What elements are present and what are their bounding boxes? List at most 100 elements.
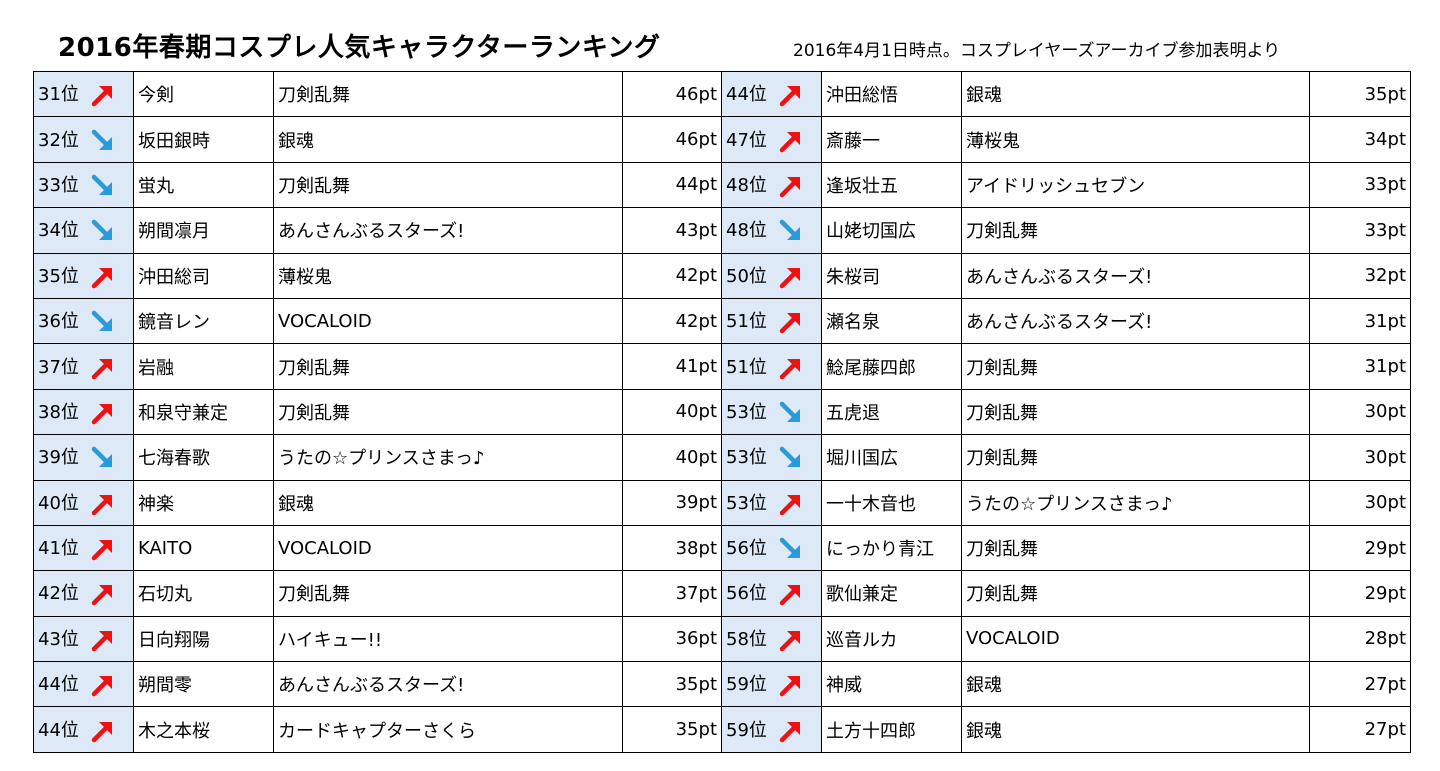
rank-cell: 47位 bbox=[721, 116, 822, 163]
points-value: 43pt bbox=[622, 207, 722, 254]
rank-cell: 34位 bbox=[33, 207, 134, 254]
character-name: 堀川国広 bbox=[821, 434, 962, 481]
arrow-up-right-icon bbox=[779, 176, 800, 198]
series-name: 刀剣乱舞 bbox=[961, 207, 1310, 254]
arrow-up-right-icon bbox=[91, 267, 112, 288]
points-value: 39pt bbox=[622, 479, 722, 526]
points-value: 40pt bbox=[622, 388, 722, 436]
points-value: 37pt bbox=[622, 570, 722, 617]
page-title: 2016年春期コスプレ人気キャラクターランキング bbox=[58, 33, 661, 63]
arrow-up-right-icon bbox=[91, 630, 112, 652]
rank-label: 43位 bbox=[38, 628, 79, 650]
table-row: 39位 七海春歌 うたの☆プリンスさまっ♪ 40pt 53位 堀川国広 刀剣乱舞 30pt bbox=[33, 434, 1411, 481]
character-name: 朱桜司 bbox=[821, 252, 962, 299]
rank-label: 53位 bbox=[726, 447, 767, 469]
arrow-down-right-icon bbox=[779, 537, 800, 559]
points-value: 29pt bbox=[1309, 524, 1411, 572]
rank-cell: 53位 bbox=[721, 434, 822, 481]
character-name: にっかり青江 bbox=[821, 524, 962, 572]
rank-label: 59位 bbox=[726, 719, 767, 741]
arrow-down-right-icon bbox=[91, 447, 112, 468]
rank-cell: 59位 bbox=[721, 706, 822, 753]
arrow-up-right-icon bbox=[91, 585, 112, 606]
points-value: 34pt bbox=[1309, 116, 1411, 163]
arrow-up-right-icon bbox=[91, 494, 112, 515]
character-name: 神楽 bbox=[133, 479, 274, 526]
arrow-up-right-icon bbox=[779, 630, 800, 652]
points-value: 35pt bbox=[1309, 70, 1411, 118]
series-name: 刀剣乱舞 bbox=[273, 570, 623, 617]
series-name: あんさんぶるスターズ! bbox=[273, 207, 623, 254]
series-name: アイドリッシュセブン bbox=[961, 161, 1310, 209]
series-name: 銀魂 bbox=[961, 70, 1310, 118]
character-name: 朔間凛月 bbox=[133, 207, 274, 254]
points-value: 31pt bbox=[1309, 343, 1411, 390]
rank-label: 56位 bbox=[726, 538, 767, 560]
series-name: 薄桜鬼 bbox=[961, 116, 1310, 163]
character-name: 沖田総司 bbox=[133, 252, 274, 299]
character-name: 巡音ルカ bbox=[821, 615, 962, 663]
series-name: 銀魂 bbox=[961, 706, 1310, 753]
rank-label: 38位 bbox=[38, 401, 79, 423]
series-name: 刀剣乱舞 bbox=[961, 570, 1310, 617]
rank-cell: 35位 bbox=[33, 252, 134, 299]
page-subtitle: 2016年4月1日時点。コスプレイヤーズアーカイブ参加表明より bbox=[793, 41, 1281, 61]
ranking-table: 31位 今剣 刀剣乱舞 46pt 44位 沖田総悟 銀魂 35pt 32位 坂田銀時 銀魂 46pt 4… bbox=[33, 70, 1411, 753]
character-name: 沖田総悟 bbox=[821, 70, 962, 118]
character-name: 石切丸 bbox=[133, 570, 274, 617]
rank-cell: 56位 bbox=[721, 570, 822, 617]
rank-label: 42位 bbox=[38, 583, 79, 605]
rank-cell: 56位 bbox=[721, 524, 822, 572]
arrow-up-right-icon bbox=[779, 585, 800, 606]
arrow-down-right-icon bbox=[91, 220, 112, 241]
points-value: 41pt bbox=[622, 343, 722, 390]
character-name: 瀬名泉 bbox=[821, 297, 962, 345]
rank-cell: 44位 bbox=[33, 706, 134, 753]
rank-cell: 50位 bbox=[721, 252, 822, 299]
rank-label: 44位 bbox=[726, 84, 767, 106]
rank-label: 48位 bbox=[726, 220, 767, 242]
arrow-up-right-icon bbox=[779, 313, 800, 334]
series-name: 刀剣乱舞 bbox=[273, 388, 623, 436]
arrow-up-right-icon bbox=[779, 494, 800, 515]
rank-label: 44位 bbox=[38, 719, 79, 741]
arrow-up-right-icon bbox=[779, 131, 800, 152]
arrow-down-right-icon bbox=[779, 220, 800, 241]
table-row: 31位 今剣 刀剣乱舞 46pt 44位 沖田総悟 銀魂 35pt bbox=[33, 70, 1411, 118]
points-value: 38pt bbox=[622, 524, 722, 572]
table-row: 40位 神楽 銀魂 39pt 53位 一十木音也 うたの☆プリンスさまっ♪ 30pt bbox=[33, 479, 1411, 526]
rank-cell: 48位 bbox=[721, 207, 822, 254]
rank-label: 51位 bbox=[726, 356, 767, 378]
arrow-up-right-icon bbox=[779, 86, 800, 107]
points-value: 33pt bbox=[1309, 207, 1411, 254]
character-name: 坂田銀時 bbox=[133, 116, 274, 163]
table-row: 34位 朔間凛月 あんさんぶるスターズ! 43pt 48位 山姥切国広 刀剣乱舞 33pt bbox=[33, 207, 1411, 254]
character-name: 一十木音也 bbox=[821, 479, 962, 526]
rank-label: 36位 bbox=[38, 311, 79, 333]
table-row: 36位 鏡音レン VOCALOID 42pt 51位 瀬名泉 あんさんぶるスターズ! 31pt bbox=[33, 297, 1411, 345]
table-row: 44位 朔間零 あんさんぶるスターズ! 35pt 59位 神威 銀魂 27pt bbox=[33, 661, 1411, 708]
arrow-down-right-icon bbox=[779, 447, 800, 468]
rank-cell: 44位 bbox=[721, 70, 822, 118]
arrow-down-right-icon bbox=[91, 310, 112, 332]
points-value: 35pt bbox=[622, 661, 722, 708]
rank-cell: 53位 bbox=[721, 479, 822, 526]
rank-cell: 51位 bbox=[721, 343, 822, 390]
points-value: 42pt bbox=[622, 252, 722, 299]
rank-cell: 48位 bbox=[721, 161, 822, 209]
points-value: 30pt bbox=[1309, 479, 1411, 526]
series-name: うたの☆プリンスさまっ♪ bbox=[961, 479, 1310, 526]
character-name: KAITO bbox=[133, 524, 274, 572]
table-row: 35位 沖田総司 薄桜鬼 42pt 50位 朱桜司 あんさんぶるスターズ! 32pt bbox=[33, 252, 1411, 299]
series-name: 刀剣乱舞 bbox=[273, 161, 623, 209]
points-value: 27pt bbox=[1309, 661, 1411, 708]
arrow-down-right-icon bbox=[91, 129, 112, 150]
rank-label: 53位 bbox=[726, 492, 767, 514]
character-name: 七海春歌 bbox=[133, 434, 274, 481]
table-row: 38位 和泉守兼定 刀剣乱舞 40pt 53位 五虎退 刀剣乱舞 30pt bbox=[33, 388, 1411, 436]
character-name: 蛍丸 bbox=[133, 161, 274, 209]
series-name: 銀魂 bbox=[273, 116, 623, 163]
rank-cell: 43位 bbox=[33, 615, 134, 663]
points-value: 42pt bbox=[622, 297, 722, 345]
series-name: VOCALOID bbox=[273, 524, 623, 572]
